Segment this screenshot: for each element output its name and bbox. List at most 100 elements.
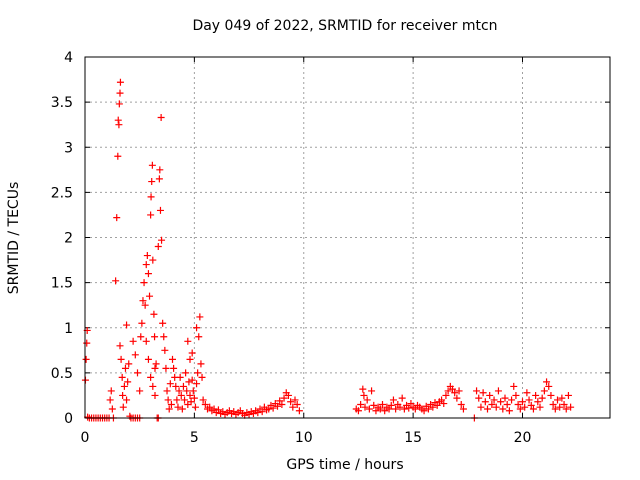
data-point xyxy=(108,405,116,413)
data-point xyxy=(360,391,368,399)
y-tick-label: 1 xyxy=(64,321,73,337)
data-point xyxy=(183,387,191,395)
data-point xyxy=(363,396,371,404)
data-point xyxy=(433,401,441,409)
axis-ticks: 0 5 10 15 20 0 0.5 1 1.5 2 2.5 3 3.5 4 xyxy=(51,50,610,446)
data-point xyxy=(510,382,518,390)
data-point xyxy=(141,301,149,309)
data-point xyxy=(477,403,485,411)
x-tick-label: 5 xyxy=(190,430,199,446)
data-point xyxy=(481,398,489,406)
data-point xyxy=(115,121,123,129)
data-point xyxy=(147,211,155,219)
data-point xyxy=(516,405,524,413)
y-tick-label: 2 xyxy=(64,231,73,247)
data-point xyxy=(169,355,176,363)
data-point xyxy=(164,396,172,404)
data-point xyxy=(143,252,151,260)
data-point xyxy=(161,346,169,354)
y-tick-label: 0.5 xyxy=(51,366,73,382)
data-point xyxy=(163,387,171,395)
data-point xyxy=(193,324,201,332)
data-point xyxy=(523,389,531,397)
data-point xyxy=(124,378,132,386)
data-point xyxy=(534,398,542,406)
data-point xyxy=(429,403,437,411)
data-point xyxy=(519,398,526,406)
data-point xyxy=(411,405,419,413)
data-point xyxy=(379,400,386,408)
data-point xyxy=(173,396,181,404)
data-point xyxy=(501,394,509,402)
data-point xyxy=(398,394,406,402)
data-point xyxy=(206,403,214,411)
data-point xyxy=(194,369,202,377)
data-point xyxy=(138,319,146,327)
data-point xyxy=(114,116,122,124)
data-point xyxy=(532,391,540,399)
data-point xyxy=(554,396,561,404)
data-point xyxy=(123,396,131,404)
data-point xyxy=(116,89,124,97)
data-point xyxy=(186,355,194,363)
data-point xyxy=(146,292,154,300)
data-point xyxy=(365,405,373,413)
data-point xyxy=(176,373,184,381)
data-point xyxy=(199,396,207,404)
data-point xyxy=(479,389,487,397)
data-point xyxy=(113,214,121,222)
data-point xyxy=(175,387,183,395)
data-point xyxy=(486,391,494,399)
data-point xyxy=(475,394,483,402)
data-point xyxy=(188,376,196,384)
data-point xyxy=(165,405,173,413)
data-point xyxy=(144,355,152,363)
data-point xyxy=(178,405,186,413)
data-point xyxy=(149,256,157,264)
data-point xyxy=(527,401,535,409)
data-point xyxy=(549,400,557,408)
data-point xyxy=(387,401,395,409)
data-point xyxy=(172,382,180,390)
data-point xyxy=(151,333,159,341)
data-point xyxy=(376,405,384,413)
data-point xyxy=(201,400,209,408)
data-point xyxy=(567,403,575,411)
data-point xyxy=(547,391,555,399)
data-point xyxy=(114,152,122,160)
data-point xyxy=(188,349,196,357)
x-tick-label: 10 xyxy=(295,430,313,446)
data-point xyxy=(389,396,397,404)
data-point xyxy=(150,310,158,318)
x-tick-label: 20 xyxy=(514,430,532,446)
data-point xyxy=(562,405,570,413)
data-point xyxy=(540,387,548,395)
data-point xyxy=(359,385,367,393)
data-point xyxy=(280,394,288,402)
data-point xyxy=(210,405,218,413)
plot-frame xyxy=(84,56,611,419)
data-point xyxy=(126,412,134,420)
data-point xyxy=(184,337,192,345)
data-point xyxy=(179,382,187,390)
data-point xyxy=(381,407,389,415)
data-point xyxy=(156,166,164,174)
data-point xyxy=(158,236,166,244)
data-point xyxy=(162,364,170,372)
data-point xyxy=(149,382,157,390)
data-point xyxy=(473,387,481,395)
data-point xyxy=(170,364,178,372)
data-point xyxy=(494,387,502,395)
data-point xyxy=(167,400,175,408)
data-point xyxy=(182,369,190,377)
data-point xyxy=(131,351,139,359)
data-point xyxy=(118,373,126,381)
data-point xyxy=(484,405,491,413)
data-point xyxy=(152,360,160,368)
data-points xyxy=(81,78,575,422)
data-point xyxy=(512,391,520,399)
data-point xyxy=(405,404,413,412)
data-point xyxy=(420,407,428,415)
data-point xyxy=(148,161,156,169)
